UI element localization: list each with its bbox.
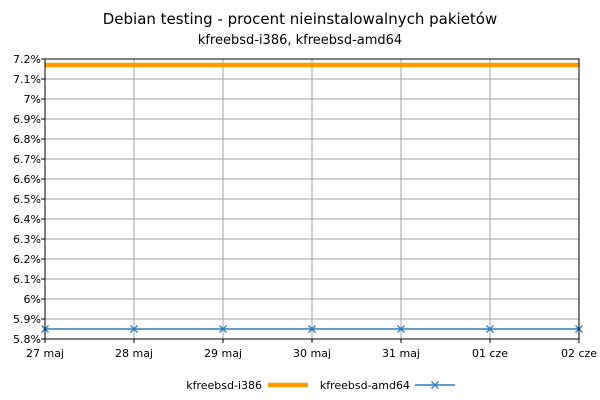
- data-point-kfreebsd-amd64: [486, 325, 494, 333]
- y-tick-label: 6.1%: [13, 273, 41, 286]
- x-tick-label: 01 cze: [472, 347, 508, 360]
- y-tick-label: 6.3%: [13, 233, 41, 246]
- y-tick-label: 7.2%: [13, 53, 41, 66]
- x-tick-label: 31 maj: [382, 347, 420, 360]
- y-tick-label: 6.4%: [13, 213, 41, 226]
- grid: [44, 58, 580, 340]
- x-tick-label: 29 maj: [204, 347, 242, 360]
- legend: kfreebsd-i386 kfreebsd-amd64: [186, 379, 455, 392]
- y-tick-label: 6.2%: [13, 253, 41, 266]
- legend-marker-kfreebsd-amd64: [431, 381, 439, 389]
- y-tick-label: 6.8%: [13, 133, 41, 146]
- y-tick-label: 7.1%: [13, 73, 41, 86]
- data-point-kfreebsd-amd64: [397, 325, 405, 333]
- y-tick-label: 6.6%: [13, 173, 41, 186]
- data-point-kfreebsd-amd64: [308, 325, 316, 333]
- legend-label-kfreebsd-i386: kfreebsd-i386: [186, 379, 262, 392]
- y-tick-label: 5.9%: [13, 313, 41, 326]
- chart-title: Debian testing - procent nieinstalowalny…: [103, 10, 498, 28]
- y-tick-label: 6%: [24, 293, 41, 306]
- y-tick-label: 6.5%: [13, 193, 41, 206]
- x-tick-label: 02 cze: [561, 347, 597, 360]
- chart-subtitle: kfreebsd-i386, kfreebsd-amd64: [198, 33, 402, 48]
- y-tick-label: 6.9%: [13, 113, 41, 126]
- x-tick-label: 27 maj: [26, 347, 64, 360]
- legend-label-kfreebsd-amd64: kfreebsd-amd64: [320, 379, 410, 392]
- y-tick-label: 7%: [24, 93, 41, 106]
- x-tick-label: 30 maj: [293, 347, 331, 360]
- data-point-kfreebsd-amd64: [219, 325, 227, 333]
- x-tick-label: 28 maj: [115, 347, 153, 360]
- axis-labels: 5.8% 5.9% 6% 6.1% 6.2% 6.3% 6.4% 6.5% 6.6% 6.7% 6.…: [13, 53, 597, 360]
- data-point-kfreebsd-amd64: [130, 325, 138, 333]
- y-tick-label: 5.8%: [13, 333, 41, 346]
- y-tick-label: 6.7%: [13, 153, 41, 166]
